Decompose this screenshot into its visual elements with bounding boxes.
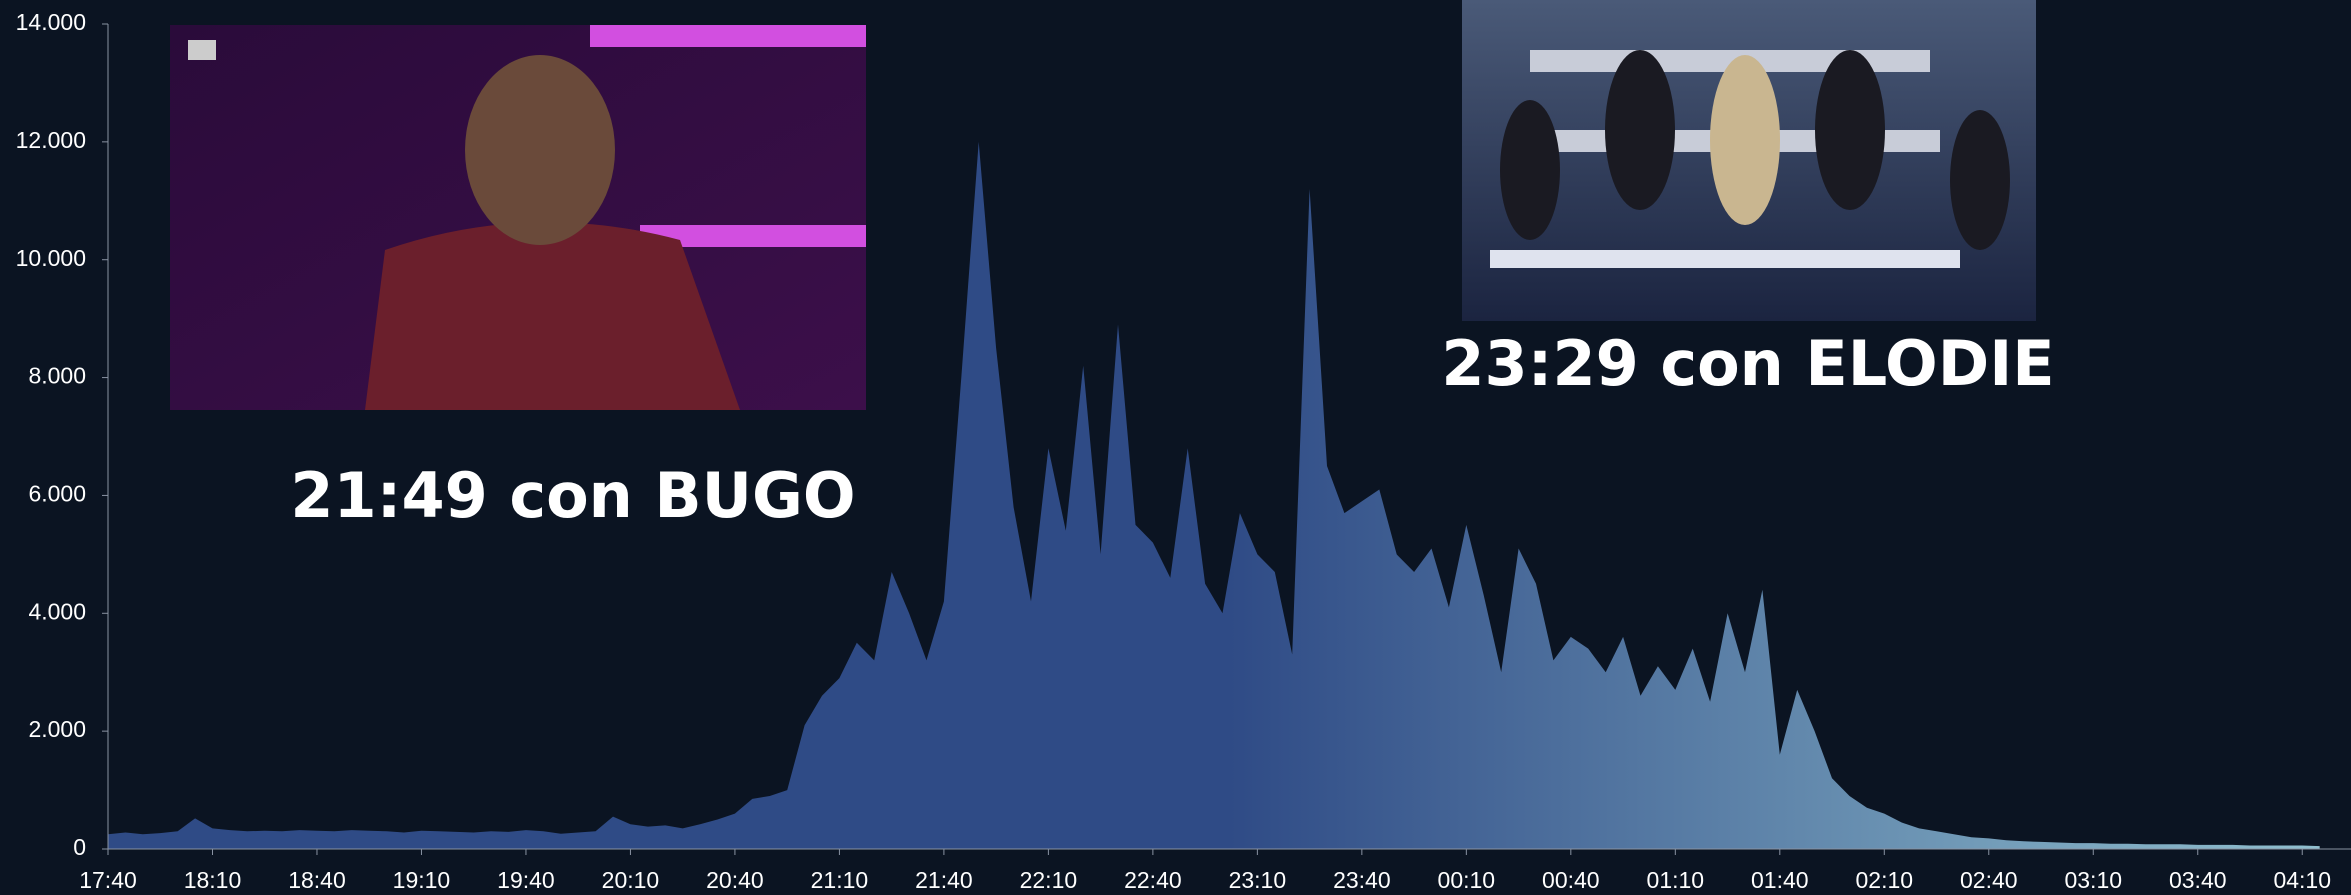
- x-tick-label: 18:10: [184, 867, 242, 893]
- y-tick-label: 14.000: [16, 9, 86, 35]
- y-tick-label: 2.000: [28, 716, 86, 742]
- x-tick-label: 00:10: [1438, 867, 1496, 893]
- x-tick-label: 19:40: [497, 867, 555, 893]
- x-tick-label: 18:40: [288, 867, 346, 893]
- x-tick-label: 04:10: [2273, 867, 2331, 893]
- x-tick-label: 22:40: [1124, 867, 1182, 893]
- page: 21:49 con BUGO 23:29 con ELODIE 0 2.000 4.…: [0, 0, 2351, 895]
- x-tick-label: 23:40: [1333, 867, 1391, 893]
- x-tick-label: 03:40: [2169, 867, 2227, 893]
- annotation: 23:29 con ELODIE: [1441, 327, 2054, 400]
- x-tick-label: 20:10: [602, 867, 660, 893]
- chart: 21:49 con BUGO 23:29 con ELODIE 0 2.000 4.…: [0, 0, 2351, 895]
- x-tick-label: 00:40: [1542, 867, 1600, 893]
- x-tick-label: 21:10: [811, 867, 869, 893]
- photo-elodie: [1462, 0, 2036, 321]
- x-tick-label: 19:10: [393, 867, 451, 893]
- x-tick-label: 17:40: [79, 867, 137, 893]
- x-tick-label: 02:10: [1856, 867, 1914, 893]
- x-tick-label: 01:10: [1647, 867, 1705, 893]
- y-tick-label: 8.000: [28, 363, 86, 389]
- y-tick-label: 12.000: [16, 127, 86, 153]
- x-tick-label: 23:10: [1229, 867, 1287, 893]
- y-tick-label: 10.000: [16, 245, 86, 271]
- x-tick-label: 21:40: [915, 867, 973, 893]
- x-tick-label: 03:10: [2064, 867, 2122, 893]
- x-tick-label: 20:40: [706, 867, 764, 893]
- annotation: 21:49 con BUGO: [290, 459, 855, 532]
- photo-bugo: [170, 25, 866, 410]
- x-tick-label: 01:40: [1751, 867, 1809, 893]
- y-tick-label: 0: [73, 834, 86, 860]
- x-tick-label: 02:40: [1960, 867, 2018, 893]
- y-tick-label: 6.000: [28, 481, 86, 507]
- x-tick-label: 22:10: [1020, 867, 1078, 893]
- y-tick-label: 4.000: [28, 598, 86, 624]
